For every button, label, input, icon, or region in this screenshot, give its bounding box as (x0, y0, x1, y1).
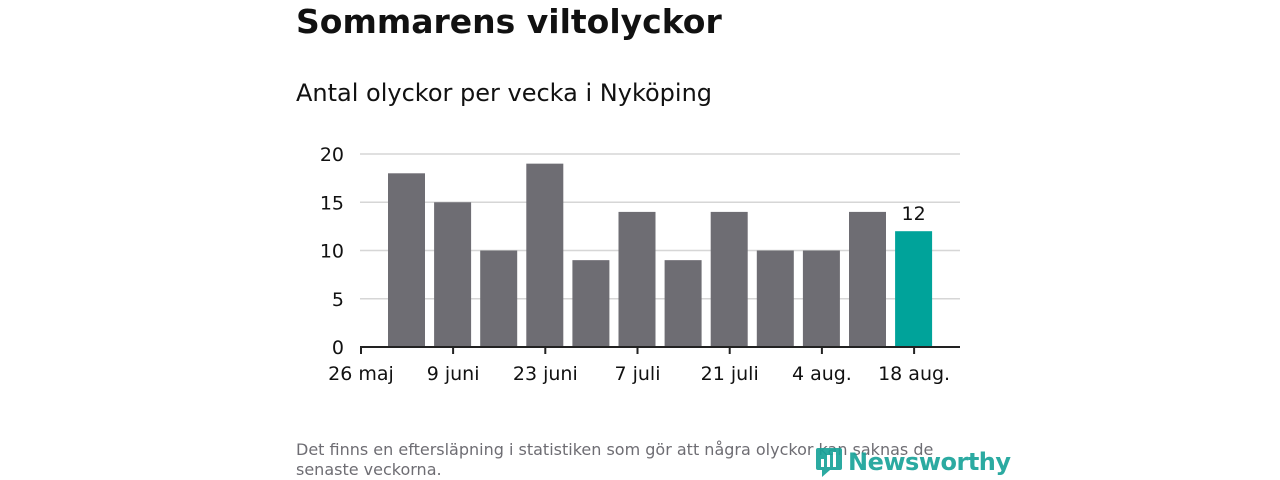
footnote: Det finns en eftersläpning i statistiken… (296, 440, 934, 479)
bar (388, 173, 425, 347)
bar (849, 211, 886, 347)
bar (664, 260, 702, 347)
newsworthy-logo-text: Newsworthy (848, 448, 1011, 476)
bar-value-label: 12 (902, 203, 926, 225)
bar (572, 260, 610, 347)
bar-chart: 0 5 10 15 20 12 26 maj 9 juni 23 juni 7 juli 21 ju… (320, 144, 960, 385)
x-tick-label: 18 aug. (878, 363, 950, 385)
newsworthy-logo: Newsworthy (814, 446, 1011, 478)
x-axis (360, 346, 960, 354)
x-tick-label: 4 aug. (792, 363, 852, 385)
bar (710, 211, 748, 347)
chart-title: Sommarens viltolyckor (296, 2, 722, 41)
y-tick-label: 20 (320, 144, 344, 166)
bar (802, 250, 840, 347)
x-tick-label: 9 juni (427, 363, 480, 385)
y-tick-label: 0 (332, 337, 344, 359)
y-tick-label: 5 (332, 289, 344, 311)
y-tick-label: 10 (320, 241, 344, 263)
x-tick-label: 23 juni (513, 363, 578, 385)
bar (756, 250, 794, 347)
x-tick-label: 21 juli (701, 363, 759, 385)
x-tick-label: 7 juli (614, 363, 660, 385)
labels: 0 5 10 15 20 12 26 maj 9 juni 23 juni 7 juli 21 ju… (320, 144, 950, 385)
x-tick-label: 26 maj (328, 363, 394, 385)
y-tick-label: 15 (320, 192, 344, 214)
bars (388, 163, 933, 347)
chart-subtitle: Antal olyckor per vecka i Nyköping (296, 79, 713, 107)
newsworthy-logo-icon (816, 448, 842, 477)
bar (434, 202, 472, 347)
bar (526, 163, 564, 347)
bar (480, 250, 518, 347)
bar-highlight (895, 231, 933, 347)
bar (618, 211, 656, 347)
